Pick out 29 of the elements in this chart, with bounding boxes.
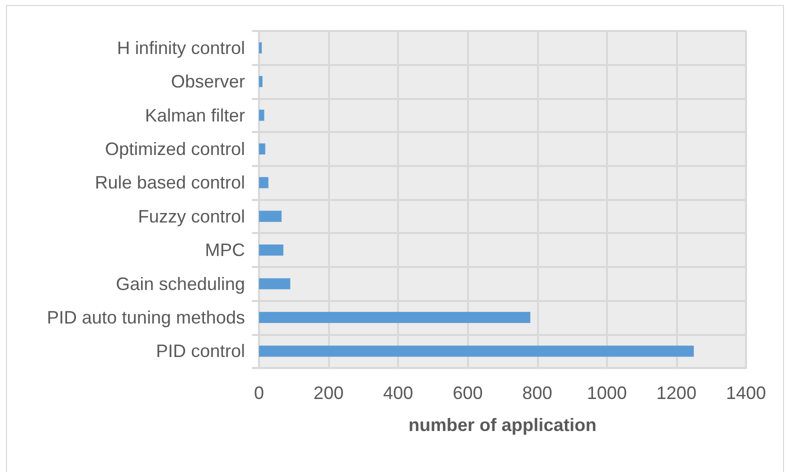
x-tick-label: 1000 — [586, 383, 627, 403]
y-tick-label: Rule based control — [94, 172, 245, 193]
x-tick-label: 800 — [522, 383, 552, 403]
y-tick-label: MPC — [205, 240, 245, 260]
y-tick-label: H infinity control — [116, 38, 245, 58]
bar — [259, 110, 264, 121]
x-tick-label: 200 — [314, 383, 344, 403]
bar — [259, 76, 262, 88]
x-tick-label: 1400 — [726, 383, 766, 403]
x-axis-title: number of application — [408, 415, 597, 435]
bar — [259, 312, 530, 324]
bar — [259, 177, 268, 188]
bar — [259, 244, 284, 256]
x-tick-label: 600 — [452, 383, 483, 403]
y-tick-label: PID control — [156, 341, 245, 362]
bar — [259, 143, 266, 155]
y-tick-label: Observer — [170, 72, 245, 92]
bar — [259, 210, 282, 222]
y-tick-label: Gain scheduling — [116, 274, 245, 294]
bar — [259, 346, 694, 357]
y-tick-label: Kalman filter — [144, 105, 245, 126]
x-tick-label: 400 — [383, 383, 414, 403]
bar — [259, 42, 262, 54]
y-tick-label: PID auto tuning methods — [46, 307, 245, 328]
y-tick-label: Fuzzy control — [138, 206, 245, 226]
x-tick-label: 0 — [254, 383, 264, 403]
x-tick-label: 1200 — [656, 383, 696, 403]
y-tick-label: Optimized control — [104, 138, 245, 159]
bar — [259, 278, 290, 290]
